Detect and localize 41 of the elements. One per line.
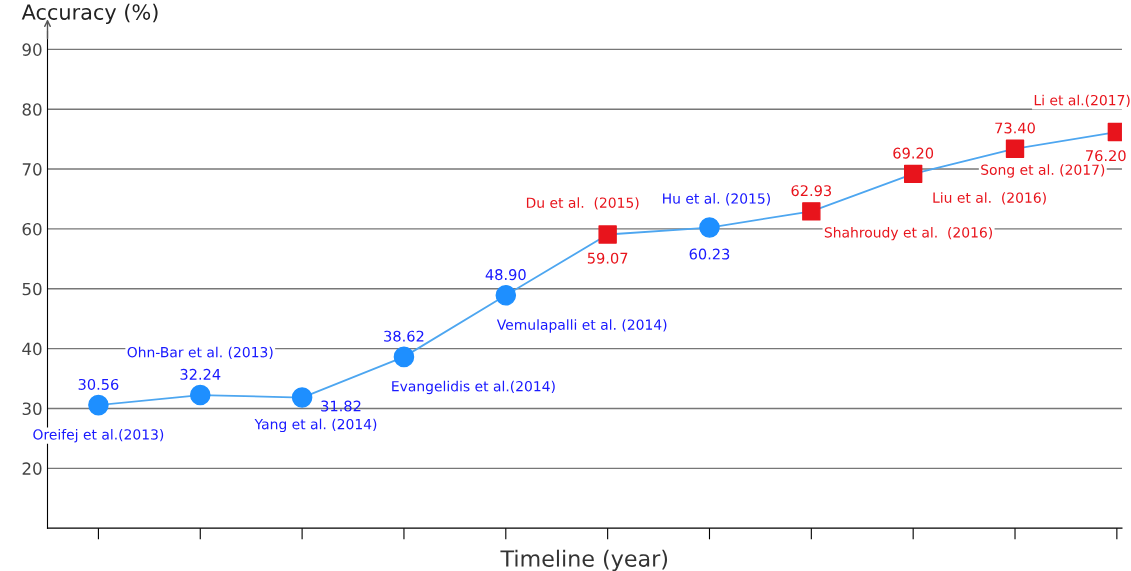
y-tick-label: 70: [22, 163, 42, 176]
point: [903, 164, 923, 184]
data-label: 69.20: [893, 147, 934, 159]
annotation: Oreifej et al.(2013): [33, 428, 164, 443]
point: [393, 346, 415, 368]
y-tick-label: 90: [22, 43, 42, 56]
point: [88, 394, 109, 416]
data-label: 38.62: [384, 330, 424, 342]
data-label: 73.40: [995, 122, 1035, 134]
point: [802, 202, 821, 221]
point: [699, 217, 720, 238]
y-axis-title: Accuracy (%): [21, 3, 158, 24]
annotation: Shahroudy et al. (2016): [824, 226, 992, 241]
annotation: Ohn-Bar et al. (2013): [127, 346, 273, 360]
y-tick-label: 80: [22, 103, 42, 116]
x-axis-title: Timeline (year): [500, 549, 668, 571]
annotation: Song et al. (2017): [981, 164, 1105, 178]
data-label: 76.20: [1086, 150, 1126, 162]
point: [598, 225, 617, 244]
y-tick-label: 60: [22, 222, 42, 236]
point: [190, 384, 211, 406]
annotation: Liu et al. (2016): [933, 192, 1046, 205]
y-tick-label: 50: [22, 282, 42, 296]
y-tick-label: 40: [22, 342, 42, 356]
y-tick-label: 30: [22, 402, 42, 416]
point: [291, 387, 313, 408]
annotation: Yang et al. (2014): [254, 418, 377, 433]
data-label: 59.07: [587, 252, 628, 264]
annotation: Vemulapalli et al. (2014): [496, 319, 667, 333]
annotation: Li et al.(2017): [1034, 94, 1130, 108]
annotation: Du et al. (2015): [526, 197, 639, 210]
point: [495, 285, 517, 306]
data-label: 62.93: [791, 185, 832, 197]
data-label: 48.90: [485, 269, 526, 281]
point: [1005, 139, 1025, 158]
data-label: 30.56: [78, 378, 119, 390]
annotation: Evangelidis et al.(2014): [392, 380, 555, 395]
annotation: Hu et al. (2015): [663, 193, 770, 206]
y-tick-label: 20: [22, 462, 42, 475]
data-label: 60.23: [689, 248, 730, 260]
data-label: 32.24: [180, 368, 221, 380]
